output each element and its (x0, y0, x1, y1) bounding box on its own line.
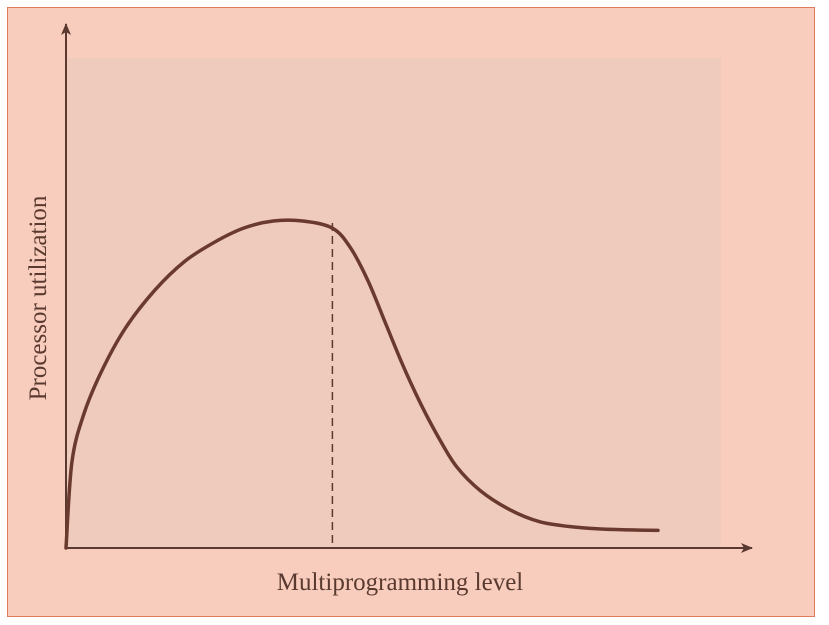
utilization-curve (64, 218, 660, 550)
x-axis-label: Multiprogramming level (277, 569, 524, 596)
y-axis-label: Processor utilization (25, 195, 52, 400)
plot-area (66, 58, 721, 548)
